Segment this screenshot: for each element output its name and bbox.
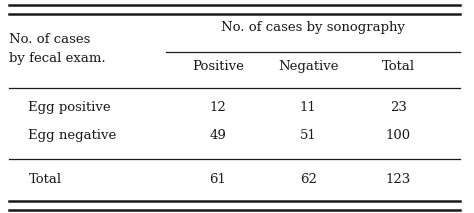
Text: 100: 100 bbox=[385, 129, 411, 142]
Text: 62: 62 bbox=[300, 173, 317, 187]
Text: by fecal exam.: by fecal exam. bbox=[9, 52, 106, 65]
Text: Egg negative: Egg negative bbox=[28, 129, 117, 142]
Text: 12: 12 bbox=[210, 101, 227, 114]
Text: 49: 49 bbox=[210, 129, 227, 142]
Text: 51: 51 bbox=[300, 129, 317, 142]
Text: Total: Total bbox=[382, 59, 415, 73]
Text: Total: Total bbox=[28, 173, 62, 187]
Text: 123: 123 bbox=[385, 173, 411, 187]
Text: Positive: Positive bbox=[192, 59, 244, 73]
Text: 11: 11 bbox=[300, 101, 317, 114]
Text: 23: 23 bbox=[390, 101, 407, 114]
Text: No. of cases by sonography: No. of cases by sonography bbox=[221, 21, 405, 34]
Text: No. of cases: No. of cases bbox=[9, 33, 91, 46]
Text: 61: 61 bbox=[210, 173, 227, 187]
Text: Negative: Negative bbox=[278, 59, 338, 73]
Text: Egg positive: Egg positive bbox=[28, 101, 111, 114]
